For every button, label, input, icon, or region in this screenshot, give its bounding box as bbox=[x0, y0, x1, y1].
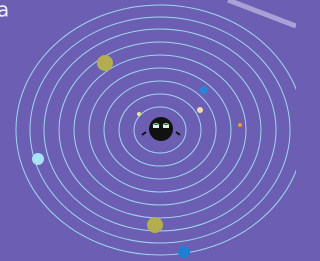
page: a (() => { const data = JSON.parse(docum… bbox=[0, 0, 296, 261]
creature-eye bbox=[163, 125, 169, 128]
planet bbox=[147, 217, 163, 233]
game-scene: a bbox=[0, 0, 296, 261]
planet bbox=[178, 246, 190, 258]
creature-body bbox=[149, 117, 173, 141]
planet bbox=[200, 86, 208, 94]
planet bbox=[137, 112, 141, 116]
title-text: a bbox=[0, 0, 9, 22]
planet bbox=[197, 107, 203, 113]
creature-eye bbox=[153, 125, 159, 128]
planet bbox=[32, 153, 44, 165]
planet bbox=[97, 55, 113, 71]
planet bbox=[238, 123, 242, 127]
